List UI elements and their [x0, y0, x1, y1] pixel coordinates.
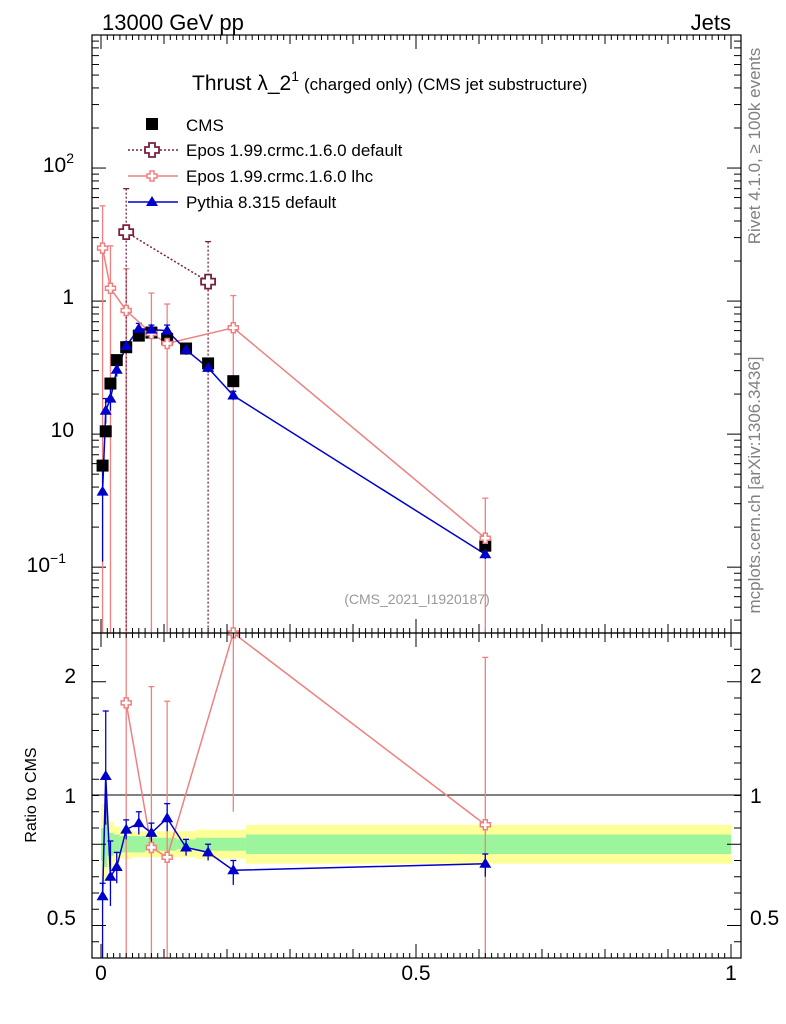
data-point-pythia — [96, 890, 109, 901]
ratio-band-inner — [113, 834, 120, 854]
data-point-pythia — [479, 857, 492, 868]
data-point-pythia — [202, 361, 215, 372]
rivet-version-label: Rivet 4.1.0, ≥ 100k events — [745, 48, 764, 244]
data-point-pythia — [104, 392, 117, 403]
series-line-pythia — [101, 327, 486, 555]
ratio-y-label-1-left: 1 — [64, 785, 76, 808]
data-point-pythia — [120, 339, 133, 350]
data-point-cms — [110, 354, 123, 367]
data-point-pythia — [96, 485, 109, 496]
ratio-y-axis-title: Ratio to CMS — [23, 747, 40, 842]
data-point-pythia — [120, 823, 133, 834]
data-point-cms — [99, 425, 112, 438]
legend-marker-cms — [146, 118, 158, 130]
data-point-cms — [479, 539, 492, 552]
data-point-epos-lhc — [145, 841, 158, 854]
legend-marker-pythia — [146, 196, 158, 206]
ratio-y-label-1-right: 1 — [750, 785, 762, 808]
collision-label: 13000 GeV pp — [102, 10, 244, 35]
data-point-pythia — [99, 770, 112, 780]
data-point-pythia — [99, 404, 112, 415]
ratio-axis-ticks — [92, 632, 741, 959]
series-line-epos-lhc — [101, 247, 486, 539]
data-point-pythia — [110, 363, 123, 374]
data-point-epos-default — [200, 273, 216, 290]
mcplots-label: mcplots.cern.ch [arXiv:1306.3436] — [745, 356, 764, 613]
data-point-epos-default — [118, 224, 135, 240]
data-point-epos-lhc — [120, 697, 132, 709]
data-point-pythia — [104, 870, 117, 881]
ratio-panel: 2 1 0.5 2 1 0.5 Ratio to CMS 0 0.5 1 — [23, 627, 779, 985]
ratio-line-epos-lhc — [125, 631, 486, 859]
legend-label-cms: CMS — [186, 116, 224, 135]
main-y-tick-labels: 102 1 10 10−1 — [27, 150, 75, 577]
data-point-pythia — [227, 864, 240, 875]
data-point-epos-lhc — [104, 282, 117, 294]
data-point-pythia — [110, 861, 123, 871]
process-label: Jets — [691, 10, 731, 35]
ratio-y-label-0.5-left: 0.5 — [47, 907, 76, 930]
main-axis-ticks — [92, 34, 741, 633]
legend-label-epos-default: Epos 1.99.crmc.1.6.0 default — [186, 141, 403, 160]
data-point-pythia — [479, 548, 492, 559]
data-point-epos-lhc — [479, 532, 492, 544]
data-point-epos-lhc — [161, 337, 173, 350]
ratio-y-label-2-right: 2 — [750, 665, 762, 688]
data-point-pythia — [227, 389, 240, 400]
data-point-cms — [104, 377, 117, 390]
y-tick-label-1: 10 — [51, 419, 74, 442]
data-point-pythia — [132, 817, 145, 828]
legend: CMS Epos 1.99.crmc.1.6.0 default Epos 1.… — [128, 116, 403, 212]
y-tick-label-0.1: 10−1 — [27, 550, 67, 577]
data-point-epos-lhc — [479, 819, 492, 831]
x-tick-label-0.5: 0.5 — [401, 962, 430, 985]
data-point-epos-lhc — [96, 242, 109, 254]
data-point-cms — [227, 375, 240, 388]
ratio-uncertainty-bands — [101, 803, 731, 885]
ratio-series-layer — [96, 627, 492, 958]
data-point-pythia — [132, 322, 145, 333]
series-line-epos-default — [125, 231, 209, 283]
ratio-y-label-0.5-right: 0.5 — [750, 907, 779, 930]
ratio-band-inner — [132, 836, 146, 853]
legend-marker-epos-lhc — [146, 170, 158, 182]
data-point-pythia — [202, 846, 215, 857]
data-point-pythia — [161, 812, 174, 823]
y-tick-label-10: 1 — [62, 286, 74, 309]
data-point-cms — [96, 459, 109, 472]
data-point-pythia — [180, 343, 193, 354]
data-point-epos-lhc — [161, 851, 173, 863]
x-tick-label-1: 1 — [725, 962, 737, 985]
ratio-band-inner — [245, 834, 731, 854]
analysis-id-label: (CMS_2021_I1920187) — [344, 591, 490, 607]
data-point-pythia — [145, 826, 158, 837]
y-tick-label-100: 102 — [43, 150, 74, 177]
legend-label-pythia: Pythia 8.315 default — [186, 193, 337, 212]
main-series-layer — [96, 187, 492, 633]
main-panel: 102 1 10 10−1 Thrust λ_21 (charged only) … — [27, 34, 742, 634]
data-point-pythia — [180, 841, 193, 852]
ratio-band-inner — [195, 837, 246, 851]
x-tick-label-0: 0 — [95, 962, 107, 985]
ratio-y-label-2-left: 2 — [64, 665, 76, 688]
data-point-epos-lhc — [120, 304, 132, 317]
x-tick-labels: 0 0.5 1 — [95, 962, 737, 985]
ratio-y-tick-labels: 2 1 0.5 2 1 0.5 — [47, 665, 779, 930]
data-point-pythia — [161, 324, 174, 335]
data-point-pythia — [145, 323, 158, 334]
legend-label-epos-lhc: Epos 1.99.crmc.1.6.0 lhc — [186, 167, 374, 186]
plot-title: Thrust λ_21 (charged only) (CMS jet subst… — [192, 68, 587, 95]
legend-marker-epos-default — [144, 142, 160, 158]
data-point-epos-lhc — [227, 322, 240, 334]
